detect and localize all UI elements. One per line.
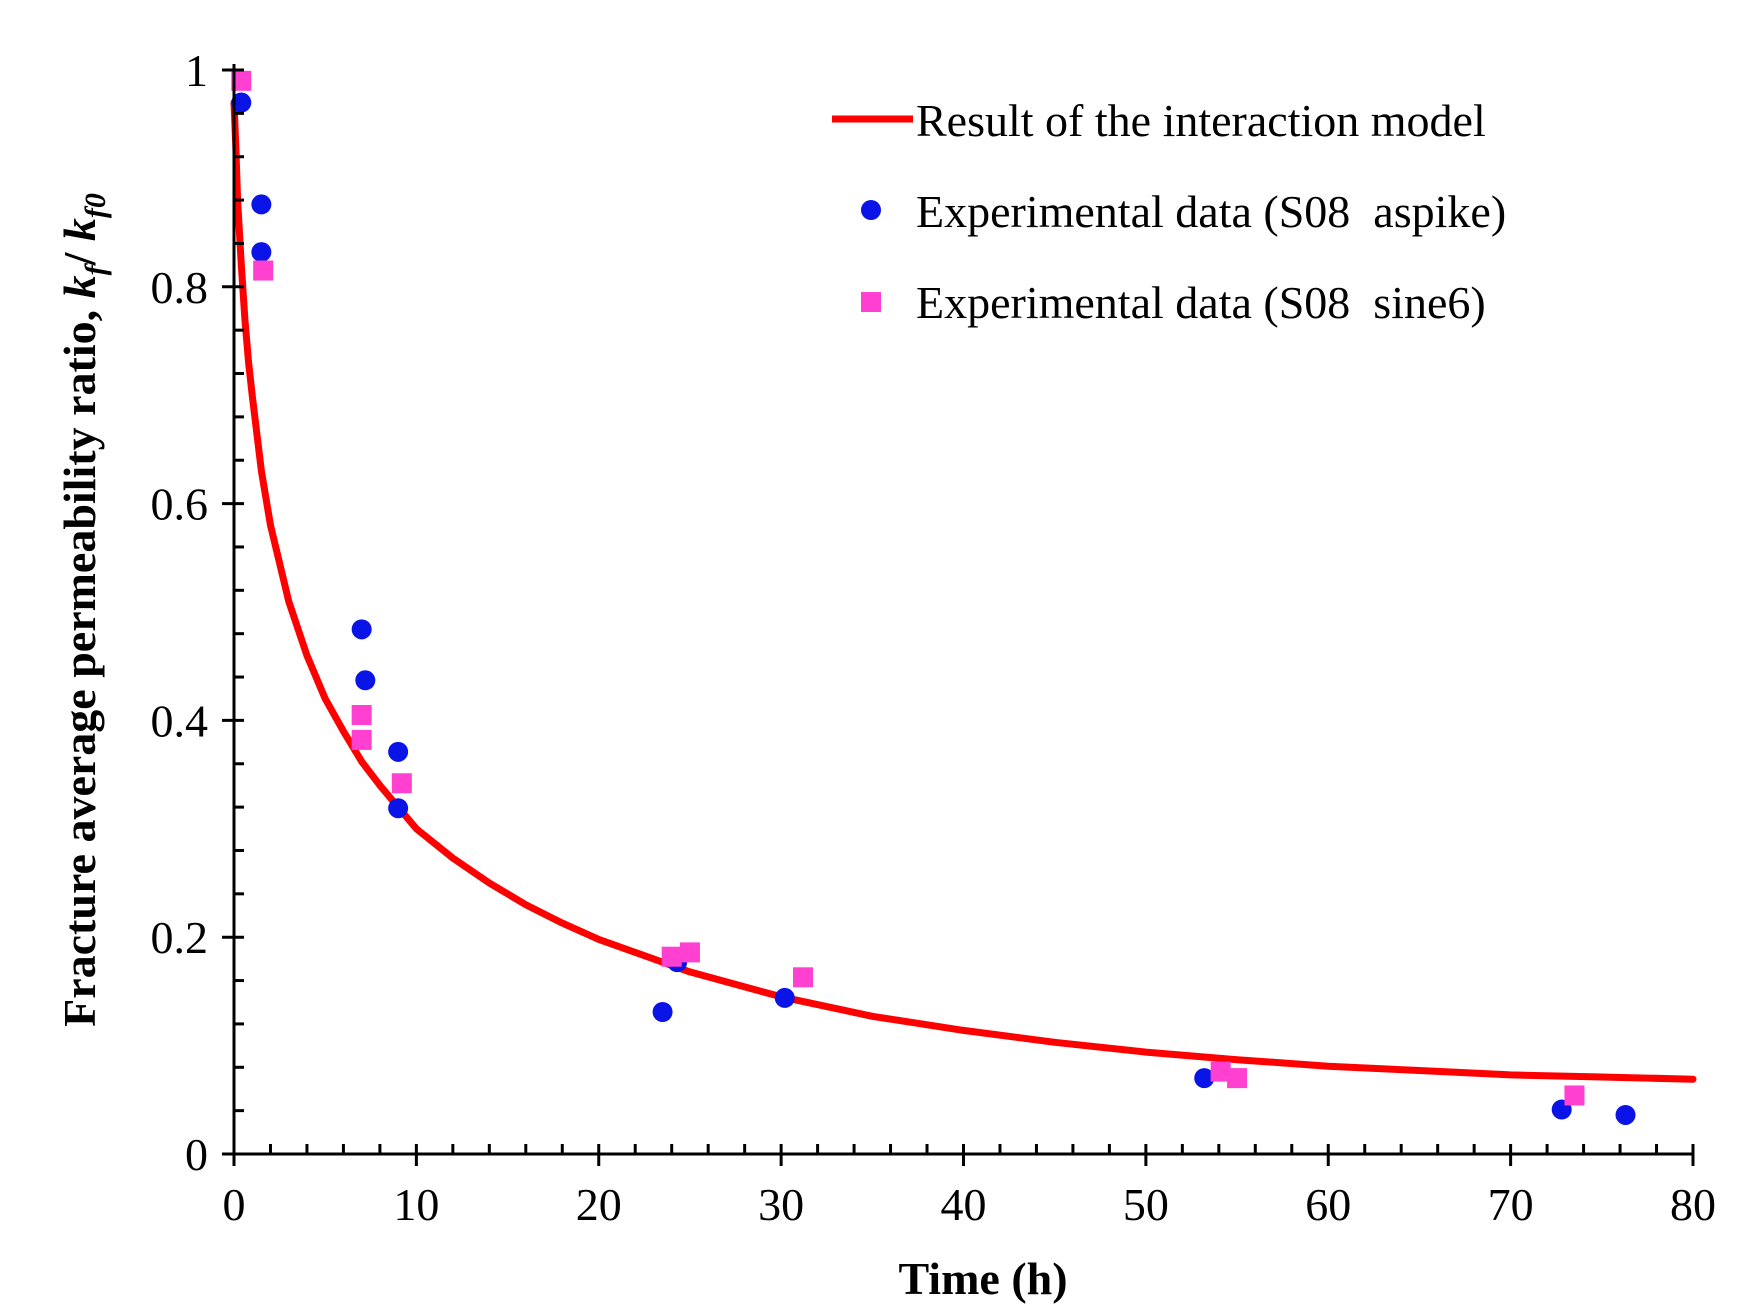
y-axis-title-text: Fracture average permeability ratio,	[54, 298, 105, 1027]
legend-label-model: Result of the interaction model	[916, 95, 1486, 146]
y-tick-label: 0.2	[151, 912, 209, 963]
legend-marker-sine6	[861, 292, 881, 312]
x-tick-label: 20	[576, 1179, 622, 1230]
x-tick-label: 40	[941, 1179, 987, 1230]
sine6-data-point	[1210, 1061, 1231, 1082]
y-axis-title-k: k	[54, 275, 105, 298]
x-tick-label: 80	[1670, 1179, 1716, 1230]
sine6-data-point	[391, 773, 412, 794]
sine6-data-point	[793, 967, 814, 988]
x-tick-label: 10	[393, 1179, 439, 1230]
y-axis-title-slash: /	[54, 241, 105, 266]
sine6-data-point	[231, 70, 252, 91]
legend: Result of the interaction model Experime…	[832, 95, 1506, 328]
legend-marker-aspike	[861, 200, 881, 220]
aspike-data-point	[1615, 1104, 1636, 1125]
sine6-data-point	[351, 704, 372, 725]
plot-area	[230, 70, 1697, 1125]
y-axis-title-k2: k	[54, 218, 105, 241]
sine6-data-point	[661, 946, 682, 967]
y-tick-label: 0.6	[151, 479, 209, 530]
sine6-data-point	[253, 260, 274, 281]
aspike-data-point	[774, 987, 795, 1008]
x-axis-title: Time (h)	[898, 1253, 1067, 1304]
y-tick-label: 0.8	[151, 262, 209, 313]
axes: 0 10 20 30 40 50 60 70 80 0 0.2 0.4 0.6 0.8 1	[151, 45, 1717, 1230]
y-axis-title: Fracture average permeability ratio, kf/…	[54, 193, 112, 1027]
x-tick-label: 60	[1305, 1179, 1351, 1230]
sine6-data-point	[679, 942, 700, 963]
sine6-data-point	[1227, 1068, 1248, 1089]
aspike-data-point	[231, 92, 252, 113]
sine6-data-point	[1564, 1085, 1585, 1106]
y-tick-label: 0.4	[151, 695, 209, 746]
aspike-data-point	[351, 619, 372, 640]
model-curve	[230, 99, 1697, 1083]
aspike-data-point	[652, 1001, 673, 1022]
aspike-data-point	[355, 670, 376, 691]
sine6-data-point	[351, 729, 372, 750]
x-tick-label: 0	[223, 1179, 246, 1230]
x-tick-label: 50	[1123, 1179, 1169, 1230]
aspike-data-point	[251, 194, 272, 215]
aspike-data-point	[1194, 1068, 1215, 1089]
y-tick-label: 0	[185, 1129, 208, 1180]
aspike-data-point	[388, 798, 409, 819]
legend-label-sine6: Experimental data (S08 sine6)	[916, 277, 1486, 328]
x-tick-label: 30	[758, 1179, 804, 1230]
aspike-data-point	[251, 242, 272, 263]
y-axis-title-sub-f0: f0	[79, 193, 112, 218]
y-axis-title-sub-f: f	[79, 262, 112, 275]
legend-label-aspike: Experimental data (S08 aspike)	[916, 186, 1506, 237]
aspike-data-point	[388, 741, 409, 762]
y-tick-label: 1	[185, 45, 208, 96]
x-tick-label: 70	[1488, 1179, 1534, 1230]
